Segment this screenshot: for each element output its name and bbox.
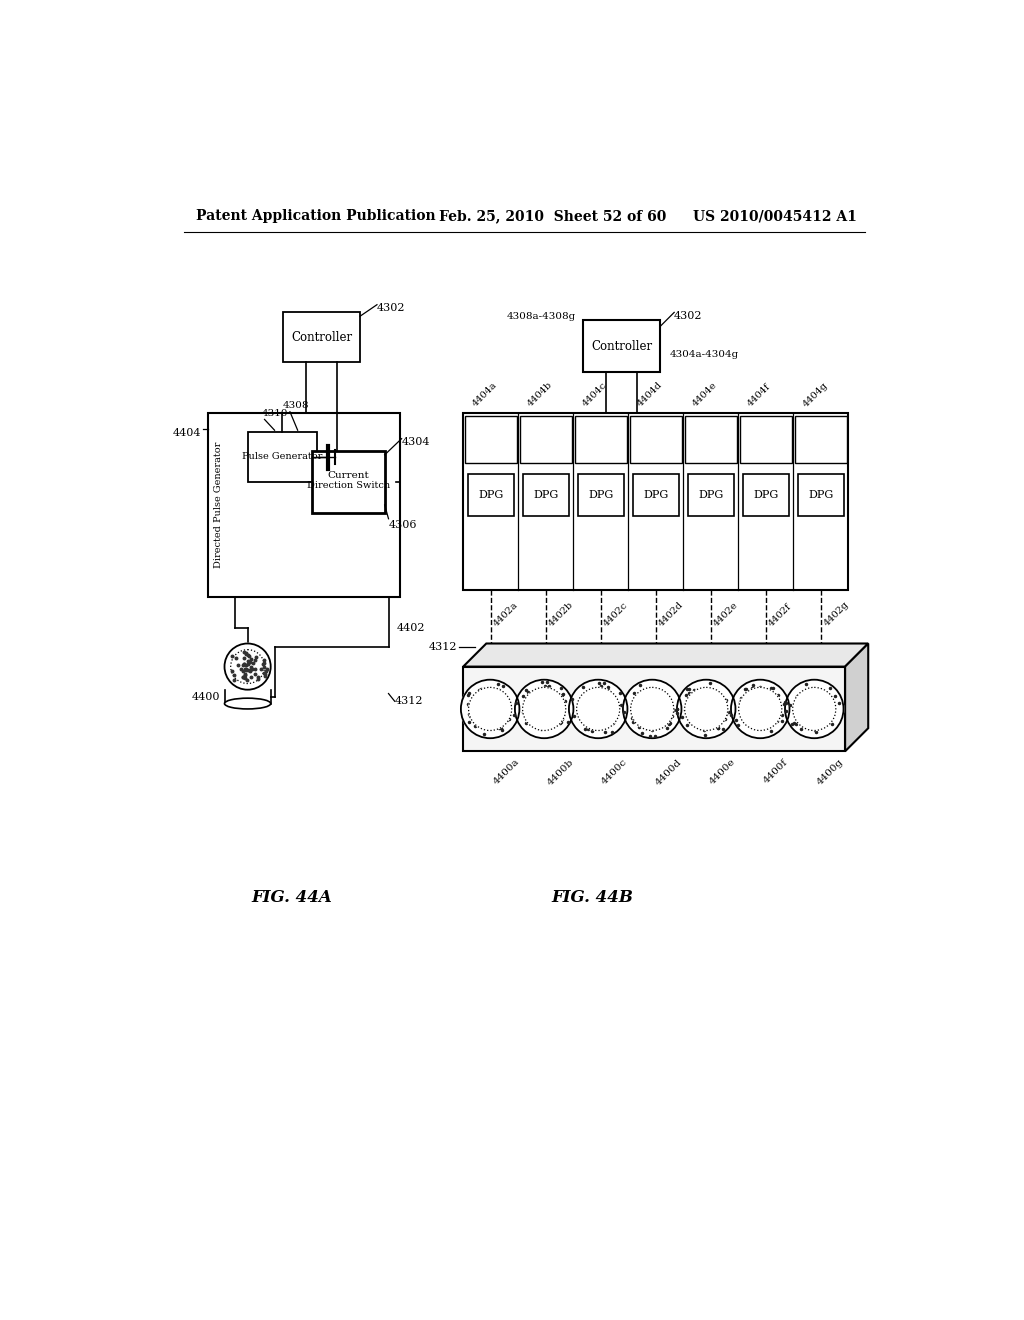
Text: 4402b: 4402b — [547, 599, 575, 628]
Text: 4308a-4308g: 4308a-4308g — [507, 313, 575, 321]
Bar — [578, 474, 624, 516]
Text: Patent Application Publication: Patent Application Publication — [196, 209, 435, 223]
Text: 4402: 4402 — [396, 623, 425, 634]
Text: 4312: 4312 — [428, 643, 457, 652]
Circle shape — [731, 680, 790, 738]
Bar — [248, 432, 316, 482]
Bar — [739, 416, 792, 462]
Text: Directed Pulse Generator: Directed Pulse Generator — [214, 442, 223, 568]
Text: DPG: DPG — [698, 490, 723, 500]
Bar — [798, 474, 844, 516]
Circle shape — [469, 688, 512, 730]
Text: 4402d: 4402d — [657, 599, 686, 628]
Text: 4404a: 4404a — [471, 380, 499, 409]
Text: DPG: DPG — [534, 490, 558, 500]
Text: Controller: Controller — [291, 331, 352, 345]
Text: 4304a-4304g: 4304a-4304g — [670, 350, 738, 359]
Circle shape — [224, 644, 270, 689]
Text: Current: Current — [328, 471, 369, 480]
Text: 4302: 4302 — [377, 304, 406, 313]
Bar — [795, 416, 847, 462]
Polygon shape — [845, 644, 868, 751]
Text: 4400f: 4400f — [762, 758, 790, 785]
Circle shape — [685, 688, 728, 730]
Text: Direction Switch: Direction Switch — [306, 482, 390, 490]
Text: 4306: 4306 — [388, 520, 417, 531]
Circle shape — [677, 680, 735, 738]
Bar — [465, 416, 517, 462]
Circle shape — [785, 680, 844, 738]
Text: 4400b: 4400b — [546, 758, 575, 787]
Text: 4402a: 4402a — [493, 601, 520, 628]
Text: 4400a: 4400a — [492, 758, 521, 787]
Text: DPG: DPG — [588, 490, 613, 500]
Text: 4310: 4310 — [261, 409, 288, 418]
Text: 4402g: 4402g — [822, 599, 851, 628]
Text: DPG: DPG — [643, 490, 669, 500]
Circle shape — [738, 688, 781, 730]
Text: DPG: DPG — [478, 490, 504, 500]
Text: 4404b: 4404b — [526, 380, 554, 409]
Text: 4304: 4304 — [401, 437, 430, 447]
Text: 4400: 4400 — [191, 693, 220, 702]
Text: 4404e: 4404e — [691, 380, 719, 409]
Text: FIG. 44B: FIG. 44B — [552, 890, 634, 906]
Text: 4302: 4302 — [674, 312, 702, 321]
Circle shape — [522, 688, 565, 730]
Polygon shape — [463, 644, 868, 667]
Text: 4400d: 4400d — [653, 758, 684, 787]
Text: Feb. 25, 2010  Sheet 52 of 60: Feb. 25, 2010 Sheet 52 of 60 — [438, 209, 666, 223]
Bar — [688, 474, 733, 516]
Text: 4400c: 4400c — [600, 758, 629, 787]
Circle shape — [623, 680, 681, 738]
Text: 4404g: 4404g — [801, 380, 829, 409]
Bar — [468, 474, 514, 516]
Text: 4402c: 4402c — [602, 601, 630, 628]
Bar — [520, 416, 571, 462]
Bar — [574, 416, 627, 462]
Bar — [685, 416, 736, 462]
Text: 4312: 4312 — [394, 696, 423, 706]
Text: 4308: 4308 — [283, 401, 309, 411]
Bar — [633, 474, 679, 516]
Text: DPG: DPG — [753, 490, 778, 500]
Text: 4402e: 4402e — [713, 601, 740, 628]
Bar — [523, 474, 568, 516]
Text: DPG: DPG — [808, 490, 834, 500]
Text: 4404d: 4404d — [636, 380, 665, 409]
Text: 4404: 4404 — [173, 428, 202, 438]
Bar — [208, 412, 400, 597]
Bar — [311, 451, 385, 512]
Text: 4404f: 4404f — [745, 381, 772, 409]
Text: 4402f: 4402f — [767, 602, 794, 628]
Bar — [584, 321, 660, 372]
Text: Pulse Generator: Pulse Generator — [242, 453, 323, 461]
Text: Controller: Controller — [591, 339, 652, 352]
Bar — [463, 412, 848, 590]
Text: US 2010/0045412 A1: US 2010/0045412 A1 — [692, 209, 856, 223]
Bar — [463, 667, 845, 751]
Circle shape — [515, 680, 573, 738]
Text: 4400e: 4400e — [708, 758, 737, 787]
Bar — [742, 474, 788, 516]
Circle shape — [793, 688, 836, 730]
Circle shape — [461, 680, 519, 738]
Bar — [283, 313, 360, 363]
Circle shape — [569, 680, 628, 738]
Circle shape — [577, 688, 620, 730]
Text: FIG. 44A: FIG. 44A — [252, 890, 333, 906]
Circle shape — [631, 688, 674, 730]
Ellipse shape — [224, 698, 270, 709]
Text: 4400g: 4400g — [816, 758, 846, 787]
Text: 4404c: 4404c — [581, 380, 608, 409]
Bar — [630, 416, 682, 462]
